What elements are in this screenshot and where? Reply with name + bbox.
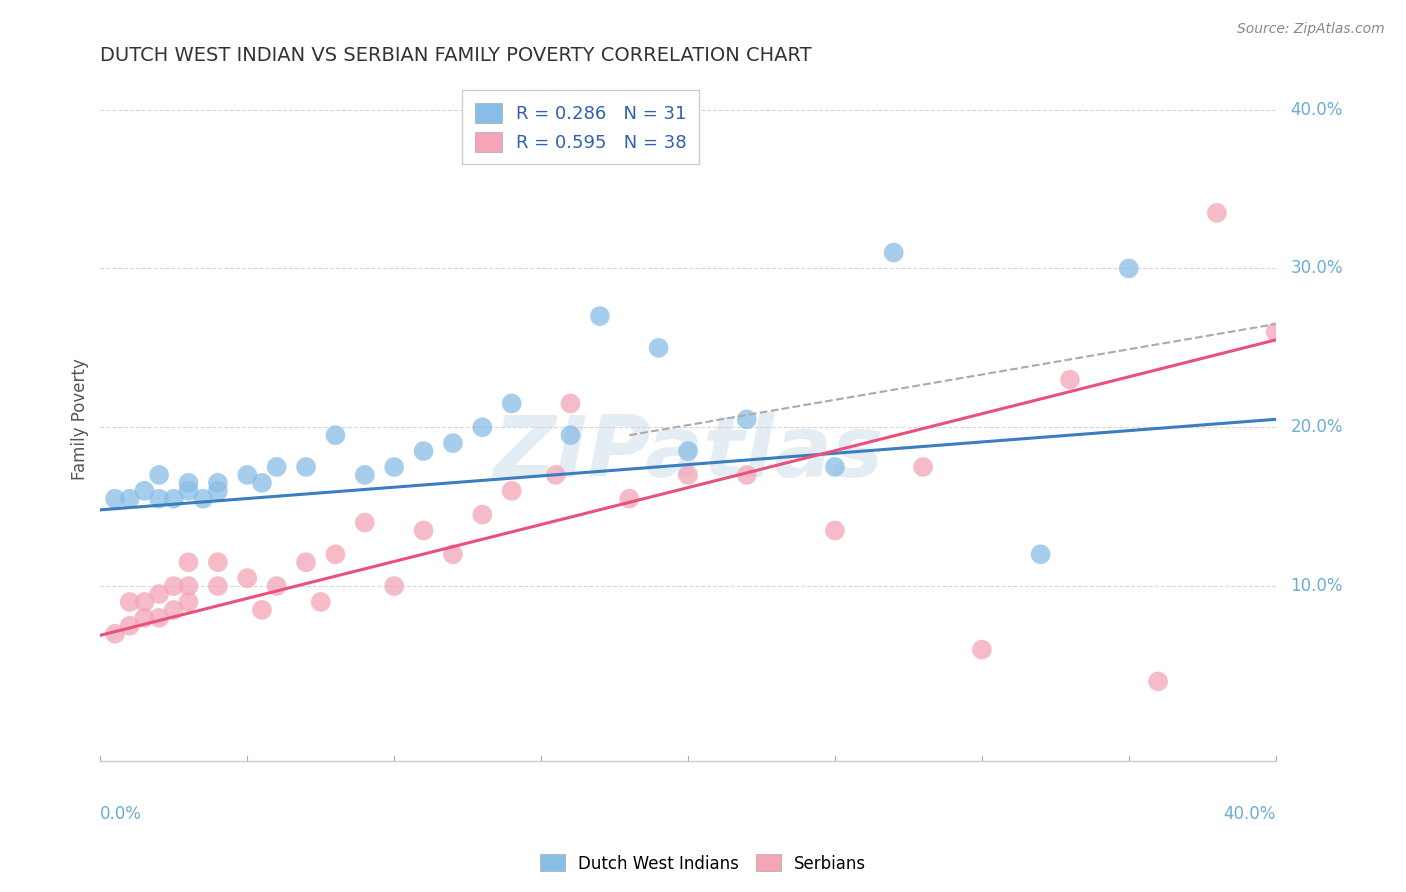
Point — [236, 571, 259, 585]
Text: DUTCH WEST INDIAN VS SERBIAN FAMILY POVERTY CORRELATION CHART: DUTCH WEST INDIAN VS SERBIAN FAMILY POVE… — [100, 46, 813, 65]
Point — [177, 579, 200, 593]
Point — [163, 491, 186, 506]
Point — [295, 555, 318, 569]
Point — [619, 491, 641, 506]
Point — [441, 547, 464, 561]
Point — [544, 467, 567, 482]
Point — [193, 491, 215, 506]
Point — [325, 547, 347, 561]
Point — [134, 595, 156, 609]
Point — [236, 467, 259, 482]
Point — [104, 626, 127, 640]
Point — [353, 516, 375, 530]
Point — [177, 555, 200, 569]
Text: 20.0%: 20.0% — [1291, 418, 1343, 436]
Point — [118, 619, 141, 633]
Point — [1147, 674, 1170, 689]
Point — [207, 475, 229, 490]
Point — [501, 483, 523, 498]
Point — [735, 412, 758, 426]
Point — [412, 444, 434, 458]
Point — [163, 603, 186, 617]
Point — [134, 483, 156, 498]
Point — [824, 524, 846, 538]
Point — [589, 309, 612, 323]
Point — [177, 475, 200, 490]
Point — [1059, 373, 1081, 387]
Point — [207, 483, 229, 498]
Text: 30.0%: 30.0% — [1291, 260, 1343, 277]
Point — [148, 467, 170, 482]
Point — [1264, 325, 1286, 339]
Point — [309, 595, 332, 609]
Point — [382, 460, 405, 475]
Point — [1206, 206, 1229, 220]
Point — [163, 579, 186, 593]
Point — [676, 467, 699, 482]
Point — [118, 491, 141, 506]
Point — [148, 491, 170, 506]
Point — [134, 611, 156, 625]
Point — [824, 460, 846, 475]
Point — [148, 587, 170, 601]
Point — [177, 595, 200, 609]
Point — [325, 428, 347, 442]
Text: 0.0%: 0.0% — [100, 805, 142, 823]
Point — [560, 396, 582, 410]
Point — [883, 245, 905, 260]
Point — [970, 642, 993, 657]
Point — [501, 396, 523, 410]
Point — [295, 460, 318, 475]
Point — [250, 475, 273, 490]
Point — [266, 460, 288, 475]
Text: 40.0%: 40.0% — [1223, 805, 1275, 823]
Point — [441, 436, 464, 450]
Y-axis label: Family Poverty: Family Poverty — [72, 359, 89, 480]
Point — [266, 579, 288, 593]
Point — [118, 595, 141, 609]
Point — [177, 483, 200, 498]
Point — [412, 524, 434, 538]
Point — [471, 508, 494, 522]
Point — [207, 555, 229, 569]
Point — [148, 611, 170, 625]
Text: 10.0%: 10.0% — [1291, 577, 1343, 595]
Point — [735, 467, 758, 482]
Point — [560, 428, 582, 442]
Legend: Dutch West Indians, Serbians: Dutch West Indians, Serbians — [533, 847, 873, 880]
Text: Source: ZipAtlas.com: Source: ZipAtlas.com — [1237, 22, 1385, 37]
Point — [353, 467, 375, 482]
Point — [1118, 261, 1140, 276]
Point — [912, 460, 935, 475]
Text: ZIPatlas: ZIPatlas — [494, 412, 883, 495]
Point — [207, 579, 229, 593]
Point — [471, 420, 494, 434]
Point — [1029, 547, 1052, 561]
Point — [382, 579, 405, 593]
Point — [104, 491, 127, 506]
Legend: R = 0.286   N = 31, R = 0.595   N = 38: R = 0.286 N = 31, R = 0.595 N = 38 — [463, 90, 699, 164]
Point — [676, 444, 699, 458]
Point — [647, 341, 669, 355]
Point — [250, 603, 273, 617]
Text: 40.0%: 40.0% — [1291, 101, 1343, 119]
